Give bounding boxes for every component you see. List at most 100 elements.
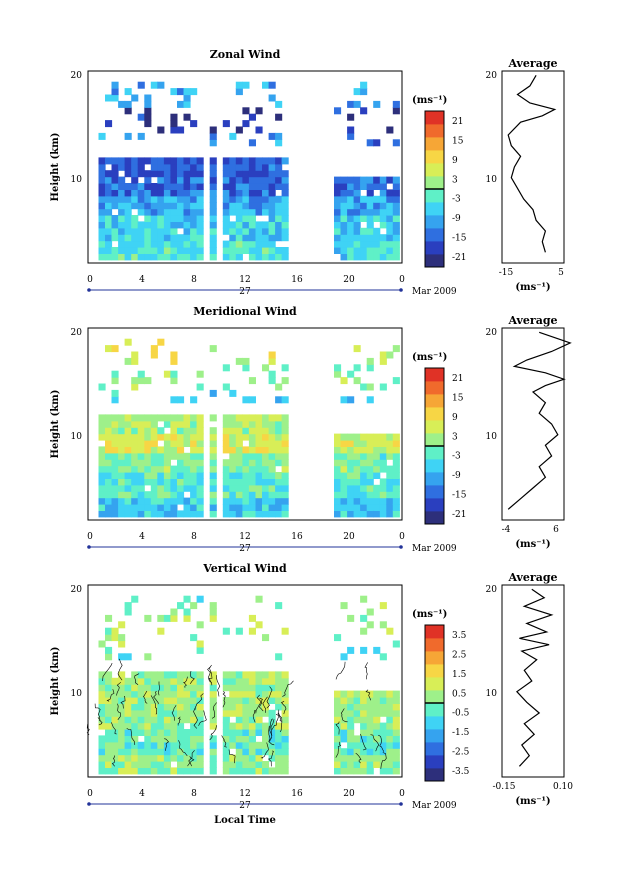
heatmap-cell — [190, 754, 198, 762]
contour-line — [252, 710, 257, 723]
heatmap-cell — [157, 414, 165, 422]
heatmap-cell — [255, 484, 263, 492]
heatmap-cell — [262, 81, 270, 89]
heatmap-cell — [157, 157, 165, 165]
heatmap-cell — [111, 703, 119, 711]
colorbar-tick-label: 3 — [452, 432, 458, 442]
contour-line — [267, 750, 274, 767]
heatmap-cell — [124, 653, 132, 661]
heatmap-cell — [262, 234, 270, 242]
heatmap-cell — [281, 459, 289, 467]
heatmap-cell — [366, 767, 374, 775]
heatmap-cell — [144, 253, 152, 261]
heatmap-cell — [144, 716, 152, 724]
heatmap-cell — [386, 234, 394, 242]
heatmap-cell — [170, 722, 178, 730]
heatmap-cell — [373, 247, 381, 254]
heatmap-cell — [255, 420, 263, 428]
heatmap-cell — [124, 472, 132, 479]
panel-zonal-ytick-20: 20 — [71, 71, 83, 81]
heatmap-cell — [222, 497, 230, 505]
heatmap-cell — [157, 433, 165, 441]
heatmap-cell — [177, 446, 185, 454]
heatmap-cell — [137, 671, 145, 679]
heatmap-cell — [392, 227, 400, 235]
heatmap-cell — [347, 761, 355, 768]
heatmap-cell — [124, 427, 132, 435]
heatmap-cell — [177, 465, 185, 473]
heatmap-cell — [235, 234, 243, 242]
contour-line — [116, 682, 122, 696]
heatmap-cell — [222, 484, 230, 492]
heatmap-cell — [209, 446, 217, 454]
heatmap-cell — [137, 472, 145, 479]
heatmap-cell — [248, 748, 256, 756]
heatmap-cell — [137, 240, 145, 248]
heatmap-cell — [340, 504, 348, 511]
heatmap-cell — [392, 377, 400, 385]
heatmap-cell — [124, 157, 132, 165]
panel-zonal-avg-unit: (ms⁻¹) — [515, 282, 550, 293]
heatmap-cell — [157, 504, 165, 511]
heatmap-cell — [163, 472, 171, 479]
heatmap-cell — [262, 735, 270, 743]
heatmap-cell — [150, 472, 158, 479]
heatmap-cell — [163, 709, 171, 717]
heatmap-cell — [392, 716, 400, 724]
heatmap-cell — [105, 491, 113, 499]
heatmap-cell — [124, 465, 132, 473]
heatmap-cell — [144, 504, 152, 511]
heatmap-cell — [340, 690, 348, 698]
heatmap-cell — [222, 510, 230, 518]
heatmap-cell — [255, 247, 263, 254]
heatmap-cell — [229, 690, 237, 698]
heatmap-cell — [144, 107, 152, 115]
heatmap-cell — [144, 234, 152, 242]
heatmap-cell — [373, 754, 381, 762]
colorbar-tick-label: 9 — [452, 413, 458, 423]
heatmap-cell — [111, 484, 119, 492]
heatmap-cell — [124, 240, 132, 248]
heatmap-cell — [150, 253, 158, 261]
heatmap-cell — [248, 139, 256, 147]
heatmap-cell — [131, 684, 139, 692]
heatmap-cell — [275, 139, 283, 147]
heatmap-cell — [98, 433, 106, 441]
heatmap-cell — [360, 81, 368, 89]
heatmap-cell — [262, 767, 270, 775]
heatmap-cell — [222, 202, 230, 210]
heatmap-cell — [105, 465, 113, 473]
panel-vertical-ytick-10: 10 — [71, 689, 83, 699]
heatmap-cell — [262, 761, 270, 768]
contour-line — [222, 691, 226, 708]
heatmap-cell — [360, 452, 368, 460]
heatmap-cell — [183, 735, 191, 743]
panel-meridional: Meridional Wind Height (km) 20 10 0 4 8 … — [50, 305, 572, 554]
heatmap-cell — [242, 170, 250, 178]
heatmap-cell — [360, 253, 368, 261]
heatmap-cell — [124, 195, 132, 203]
heatmap-cell — [242, 510, 250, 518]
heatmap-cell — [235, 163, 243, 171]
heatmap-cell — [379, 761, 387, 768]
heatmap-cell — [105, 754, 113, 762]
contour-line — [102, 663, 113, 682]
heatmap-cell — [209, 459, 217, 467]
heatmap-cell — [275, 414, 283, 422]
heatmap-cell — [248, 722, 256, 730]
heatmap-cell — [150, 716, 158, 724]
heatmap-cell — [137, 227, 145, 235]
heatmap-cell — [255, 748, 263, 756]
heatmap-cell — [177, 100, 185, 108]
heatmap-cell — [353, 440, 361, 447]
heatmap-cell — [111, 709, 119, 717]
heatmap-cell — [170, 163, 178, 171]
heatmap-cell — [118, 459, 126, 467]
heatmap-cell — [196, 510, 204, 518]
heatmap-cell — [118, 446, 126, 454]
heatmap-cell — [190, 767, 198, 775]
heatmap-cell — [248, 690, 256, 698]
heatmap-cell — [268, 247, 276, 254]
heatmap-cell — [353, 215, 361, 222]
colorbar-tick-label: 0.5 — [452, 689, 467, 699]
